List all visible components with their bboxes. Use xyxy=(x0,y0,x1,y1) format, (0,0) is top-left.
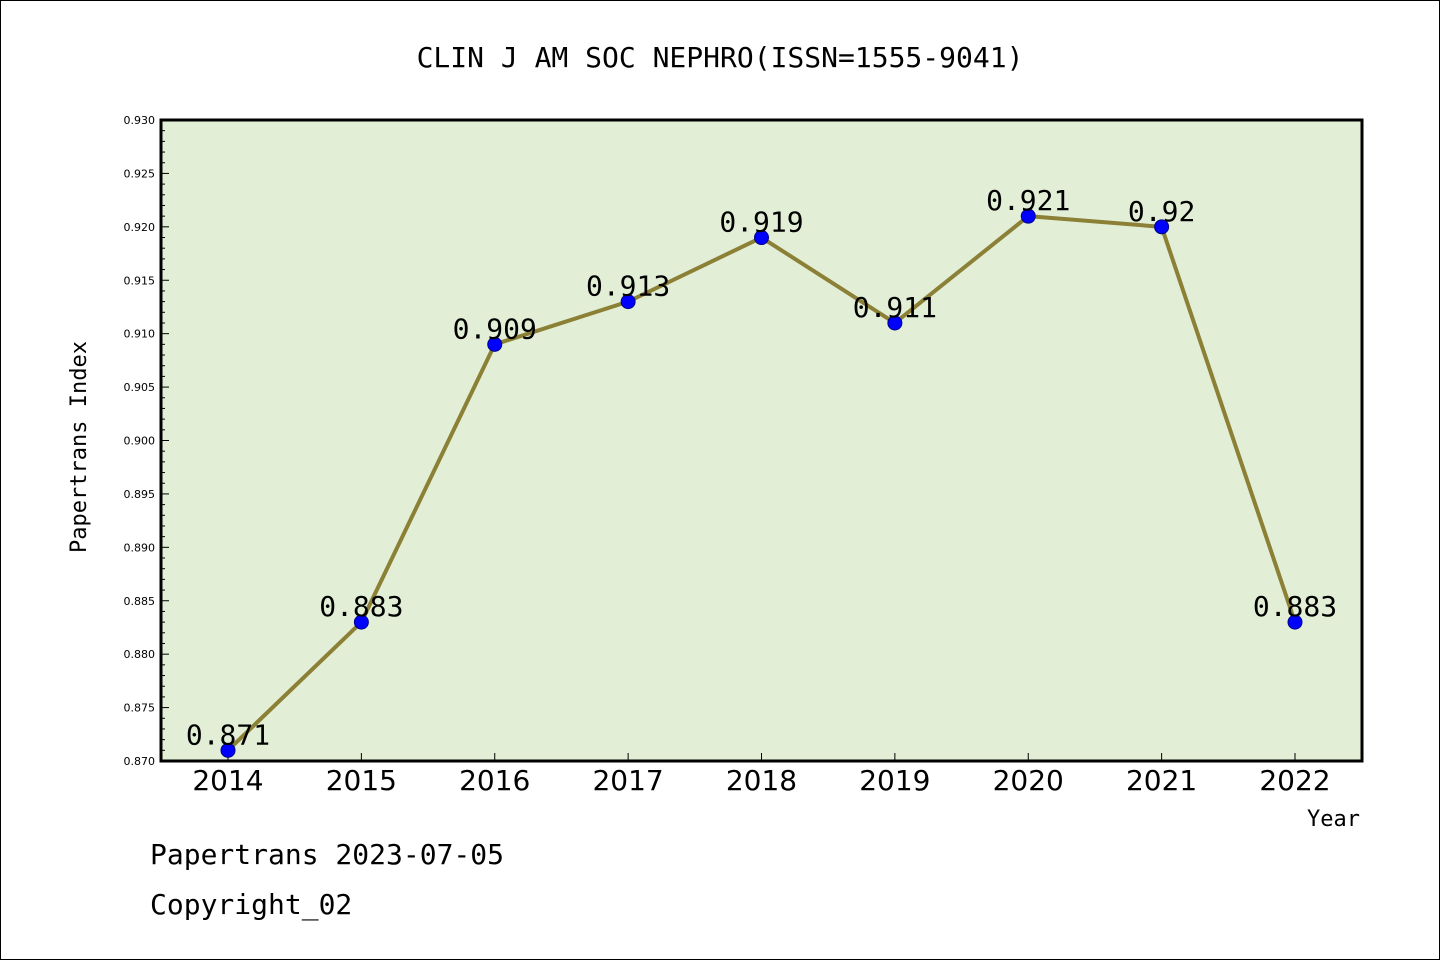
data-point xyxy=(620,294,636,310)
y-tick-label: 0.890 xyxy=(124,541,156,554)
data-label: 0.911 xyxy=(853,291,937,324)
data-point xyxy=(1287,614,1303,630)
x-tick-label: 2016 xyxy=(459,764,530,797)
data-point xyxy=(487,336,503,352)
data-labels: 0.871 0.883 0.909 0.913 0.919 0.911 0.921 0.92 0… xyxy=(186,184,1337,751)
series xyxy=(220,208,1303,758)
x-tick-label: 2020 xyxy=(993,764,1064,797)
y-tick-label: 0.875 xyxy=(124,702,156,715)
data-label: 0.883 xyxy=(319,590,403,623)
x-tick-label: 2019 xyxy=(859,764,930,797)
x-axis-label: Year xyxy=(1307,807,1360,832)
x-tick-label: 2014 xyxy=(192,764,263,797)
x-axis: 2014 2015 2016 2017 2018 2019 2020 2021 2022 xyxy=(192,753,1331,797)
data-point xyxy=(1020,208,1036,224)
chart-title: CLIN J AM SOC NEPHRO(ISSN=1555-9041) xyxy=(417,41,1024,74)
data-label: 0.871 xyxy=(186,718,270,751)
data-point xyxy=(220,742,236,758)
y-tick-label: 0.915 xyxy=(124,274,156,287)
y-tick-label: 0.925 xyxy=(124,167,156,180)
y-tick-label: 0.905 xyxy=(124,381,156,394)
y-tick-label: 0.885 xyxy=(124,595,156,608)
y-tick-label: 0.930 xyxy=(124,114,156,127)
y-tick-label: 0.900 xyxy=(124,435,156,448)
y-axis: 0.870 0.875 0.880 0.885 0.890 0.895 0.900 0.905… xyxy=(124,114,169,768)
data-point xyxy=(754,230,769,246)
footer-date: Papertrans 2023-07-05 xyxy=(150,838,504,871)
y-axis-label: Papertrans Index xyxy=(67,341,92,553)
data-label: 0.883 xyxy=(1253,590,1337,623)
data-point xyxy=(887,315,903,331)
data-point xyxy=(353,614,369,630)
data-point xyxy=(1154,219,1170,235)
data-label: 0.92 xyxy=(1128,195,1195,228)
x-tick-label: 2018 xyxy=(726,764,797,797)
data-label: 0.921 xyxy=(986,184,1070,217)
x-tick-label: 2015 xyxy=(326,764,397,797)
x-tick-label: 2021 xyxy=(1126,764,1197,797)
y-tick-label: 0.920 xyxy=(124,221,156,234)
data-label: 0.919 xyxy=(719,206,803,239)
data-label: 0.913 xyxy=(586,270,670,303)
x-tick-label: 2017 xyxy=(592,764,663,797)
data-label: 0.909 xyxy=(453,312,537,345)
y-tick-label: 0.910 xyxy=(124,328,156,341)
x-tick-label: 2022 xyxy=(1259,764,1330,797)
y-tick-label: 0.870 xyxy=(124,755,156,768)
footer-copyright: Copyright_02 xyxy=(150,888,352,922)
y-tick-label: 0.880 xyxy=(124,648,156,661)
y-tick-label: 0.895 xyxy=(124,488,156,501)
